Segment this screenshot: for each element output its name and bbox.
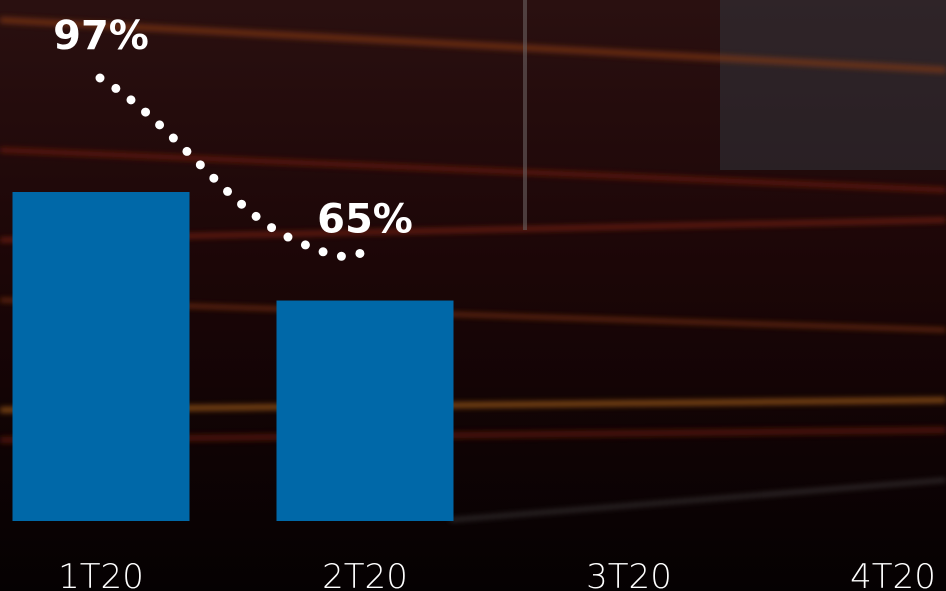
x-tick-label: 3T20	[586, 557, 672, 591]
x-tick-label: 4T20	[850, 557, 936, 591]
bar	[276, 300, 454, 521]
bar	[12, 192, 190, 521]
x-tick-label: 2T20	[322, 557, 408, 591]
x-tick-label: 1T20	[58, 557, 144, 591]
value-label: 65%	[317, 197, 413, 243]
value-label: 97%	[53, 13, 149, 59]
